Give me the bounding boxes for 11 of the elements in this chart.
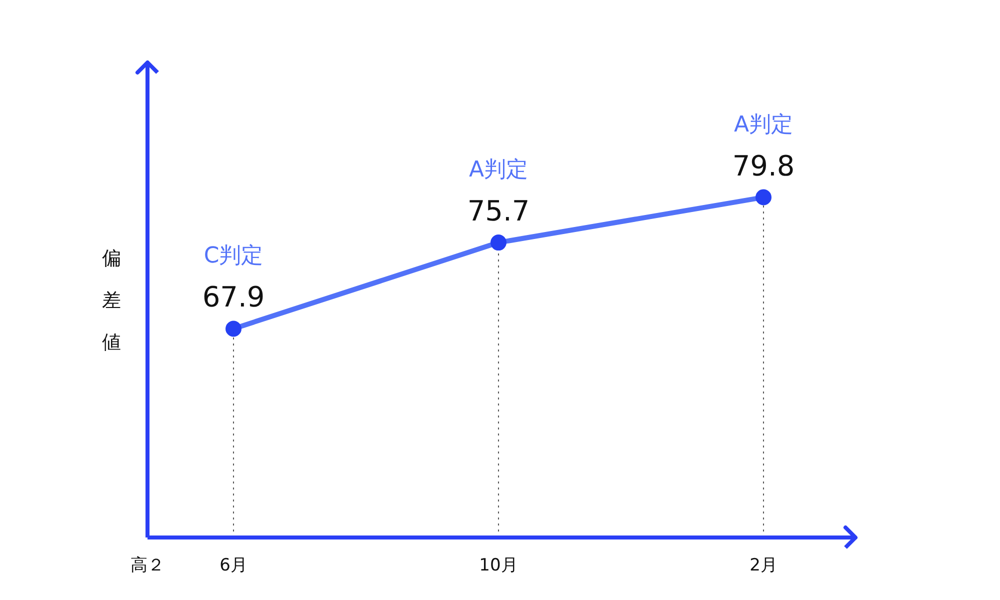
annotation: A判定	[468, 158, 528, 183]
data-label: 79.8	[732, 149, 795, 182]
data-label: 75.7	[467, 194, 530, 228]
y-axis-title: 偏差値	[102, 248, 121, 354]
x-tick-label: 6月	[220, 556, 248, 576]
annotation: A判定	[734, 112, 794, 138]
data-label: 67.9	[202, 280, 265, 314]
annotation: C判定	[204, 244, 264, 269]
x-tick-label: 2月	[750, 556, 778, 576]
x-tick-label: 10月	[479, 556, 518, 576]
x-axis-title: 高２	[130, 556, 164, 576]
